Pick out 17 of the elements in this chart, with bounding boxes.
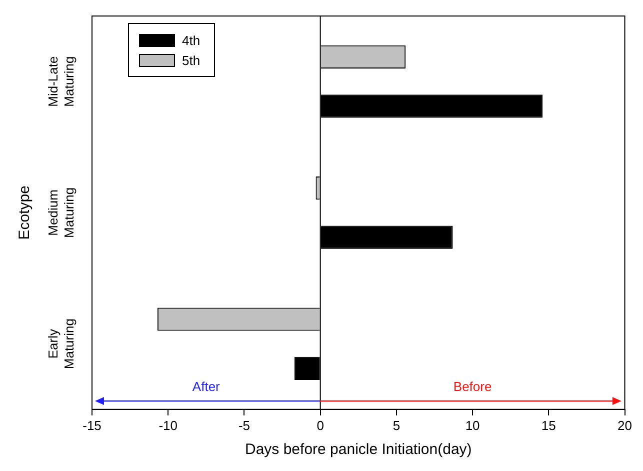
y-tick-label: Mid-Late Maturing (46, 56, 77, 107)
x-tick-label: 15 (541, 418, 556, 433)
x-tick-label: 20 (618, 418, 632, 433)
y-axis-title: Ecotype (16, 186, 34, 240)
x-tick-label: -15 (82, 418, 102, 433)
x-tick-label: -10 (158, 418, 178, 433)
annotation: After (192, 378, 221, 394)
y-tick-label: Early Maturing (46, 318, 77, 370)
x-tick-label: 5 (392, 418, 400, 433)
x-tick-label: 0 (316, 418, 324, 433)
annotation: Before (453, 378, 492, 394)
y-tick-label: Medium Maturing (46, 187, 77, 238)
x-tick-label: 10 (465, 418, 480, 433)
legend-label: 5th (182, 52, 200, 68)
x-axis-title: Days before panicle Initiation(day) (244, 441, 472, 458)
legend-label: 4th (182, 32, 200, 48)
x-tick-label: -5 (238, 418, 250, 433)
